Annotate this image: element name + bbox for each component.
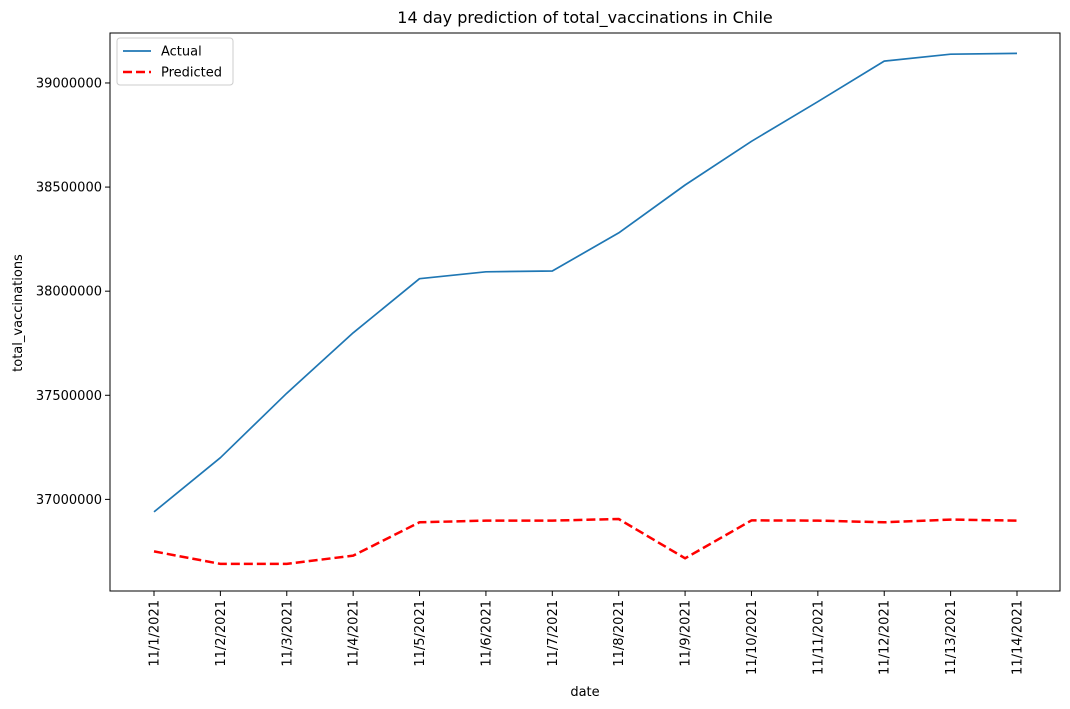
- x-tick-label: 11/3/2021: [280, 600, 295, 667]
- x-tick-label: 11/7/2021: [546, 600, 561, 667]
- plot-area: [153, 52, 1018, 566]
- legend-label: Actual: [161, 45, 202, 60]
- x-tick-label: 11/2/2021: [214, 600, 229, 667]
- x-tick-label: 11/9/2021: [679, 600, 694, 667]
- x-tick-label: 11/6/2021: [479, 600, 494, 667]
- x-tick-label: 11/8/2021: [612, 600, 627, 667]
- series-line-actual: [153, 52, 1018, 513]
- legend-box: [116, 37, 234, 86]
- y-tick-label: 39000000: [36, 76, 102, 91]
- x-tick-label: 11/4/2021: [347, 600, 362, 667]
- legend-label: Predicted: [161, 66, 222, 81]
- x-tick-label: 11/5/2021: [413, 600, 428, 667]
- y-tick-label: 38500000: [36, 181, 102, 196]
- x-tick-label: 11/12/2021: [878, 600, 893, 675]
- plot-frame: [109, 32, 1061, 592]
- y-axis: 37000000 37500000 38000000 38500000 39000000: [36, 76, 110, 508]
- x-tick-label: 11/13/2021: [944, 600, 959, 675]
- x-tick-label: 11/11/2021: [811, 600, 826, 675]
- x-tick-label: 11/10/2021: [745, 600, 760, 675]
- chart-title: 14 day prediction of total_vaccinations …: [397, 8, 772, 28]
- x-tick-label: 11/14/2021: [1011, 600, 1026, 675]
- y-tick-label: 38000000: [36, 285, 102, 300]
- y-tick-label: 37000000: [36, 493, 102, 508]
- y-axis-label: total_vaccinations: [11, 254, 26, 372]
- x-tick-label: 11/1/2021: [148, 600, 163, 667]
- x-axis: 11/1/2021 11/2/2021 11/3/2021 11/4/2021 11/5…: [148, 591, 1026, 675]
- legend: Actual Predicted: [116, 37, 234, 86]
- y-tick-label: 37500000: [36, 389, 102, 404]
- series-line-predicted: [153, 517, 1018, 566]
- x-axis-label: date: [570, 685, 599, 700]
